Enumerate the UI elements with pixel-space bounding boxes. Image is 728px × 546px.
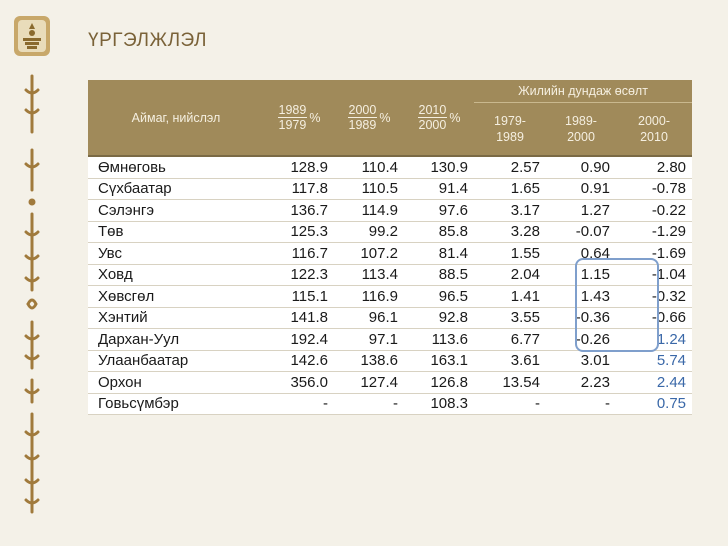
ratio-2-numerator: 2000	[347, 103, 378, 118]
table-row: Орхон 356.0 127.4 126.8 13.54 2.23 2.44	[88, 371, 693, 394]
ratio-2-unit: %	[379, 110, 391, 125]
header-aimag: Аймаг, нийслэл	[88, 80, 264, 156]
table-row: Ховд 122.3 113.4 88.5 2.04 1.15 -1.04	[88, 264, 693, 286]
table-row: Сэлэнгэ 136.7 114.9 97.6 3.17 1.27 -0.22	[88, 199, 693, 222]
header-period-3: 2000- 2010	[616, 102, 693, 156]
ratio-1-denominator: 1979	[278, 118, 307, 132]
table-row: Өмнөговь 128.9 110.4 130.9 2.57 0.90 2.80	[88, 155, 693, 179]
sidebar-decoration	[0, 0, 62, 546]
mongolian-script-ornament-icon	[24, 74, 40, 514]
ratio-1-unit: %	[309, 110, 321, 125]
table-row: Говьсүмбэр - -108.3- -0.75	[88, 393, 693, 415]
table-row: Увс 116.7 107.2 81.4 1.55 0.64 -1.69	[88, 242, 693, 265]
table-row: Улаанбаатар 142.6 138.6 163.1 3.61 3.01 5.74	[88, 350, 693, 372]
ratio-1-numerator: 1989	[277, 103, 308, 118]
table-row: Дархан-Уул 192.4 97.1 113.6 6.77 -0.26 1.24	[88, 328, 693, 351]
table-row: Хөвсгөл 115.1 116.9 96.5 1.41 1.43 -0.32	[88, 285, 693, 308]
header-ratio-2: 2000 1989%	[334, 80, 404, 156]
table-row: Сүхбаатар 117.8 110.5 91.4 1.65 0.91 -0.78	[88, 178, 693, 200]
ratio-3-denominator: 2000	[418, 118, 447, 132]
header-ratio-3: 2010 2000%	[404, 80, 474, 156]
table-row: Хэнтий 141.8 96.1 92.8 3.55 -0.36 -0.66	[88, 307, 693, 329]
table-body: Өмнөговь 128.9 110.4 130.9 2.57 0.90 2.80 Сүхб…	[88, 155, 693, 415]
growth-table: Аймаг, нийслэл 1989 1979% 2000 1989% 2010 2…	[88, 80, 693, 415]
table-row: Төв 125.3 99.2 85.8 3.28 -0.07 -1.29	[88, 221, 693, 243]
header-period-2: 1989- 2000	[546, 102, 616, 156]
state-emblem-icon	[14, 16, 50, 56]
ratio-2-denominator: 1989	[348, 118, 377, 132]
header-ratio-1: 1989 1979%	[264, 80, 334, 156]
header-growth-title: Жилийн дундаж өсөлт	[474, 80, 693, 103]
page-title: ҮРГЭЛЖЛЭЛ	[88, 30, 208, 51]
growth-table-container: Аймаг, нийслэл 1989 1979% 2000 1989% 2010 2…	[88, 80, 693, 415]
header-period-1: 1979- 1989	[474, 102, 546, 156]
ratio-3-unit: %	[449, 110, 461, 125]
ratio-3-numerator: 2010	[417, 103, 448, 118]
